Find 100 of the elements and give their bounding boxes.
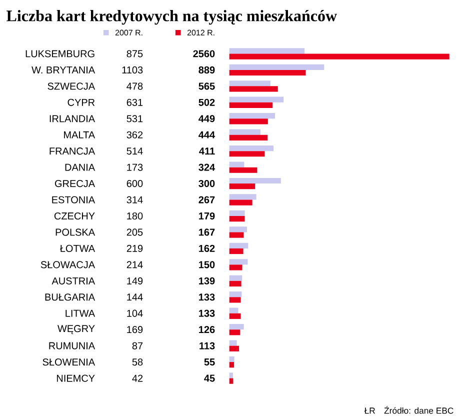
data-label: 1103: [122, 66, 143, 74]
data-label: 565: [198, 82, 215, 90]
data-label: 167: [199, 228, 215, 236]
bar: [229, 184, 256, 190]
text: Źródło: dane EBC: [384, 406, 454, 414]
data-label: 631: [126, 98, 143, 106]
data-label: 219: [126, 244, 143, 252]
bar: [229, 264, 242, 270]
data-label: 169: [127, 326, 143, 334]
bar: [229, 162, 244, 168]
bar: [229, 308, 238, 314]
data-label: 179: [199, 212, 215, 220]
data-label: 875: [126, 50, 143, 58]
data-label: 126: [199, 326, 215, 334]
data-label: 2560: [193, 50, 215, 58]
bar: [229, 280, 242, 286]
data-label: 133: [199, 294, 215, 301]
data-label: 104: [127, 310, 143, 317]
text: ŁR: [364, 408, 375, 414]
bar: [229, 54, 450, 60]
y-tick-label: ESTONIA: [52, 196, 96, 204]
data-label: 87: [132, 342, 143, 350]
bar: [229, 178, 281, 184]
bar: [229, 129, 260, 135]
bar: [229, 259, 248, 265]
data-label: 58: [132, 358, 143, 366]
data-label: 300: [198, 180, 215, 188]
y-tick-label: IRLANDIA: [50, 115, 96, 122]
data-label: 449: [198, 115, 215, 122]
data-label: 444: [198, 131, 215, 138]
data-label: 267: [198, 196, 215, 204]
bar: [229, 324, 244, 330]
bar: [229, 151, 265, 157]
y-tick-label: POLSKA: [56, 228, 96, 236]
data-label: 514: [126, 148, 143, 155]
y-tick-label: DANIA: [65, 164, 96, 171]
data-label: 45: [204, 374, 215, 382]
data-label: 150: [199, 261, 215, 268]
data-label: 55: [204, 358, 215, 366]
y-tick-label: FRANCJA: [50, 148, 96, 155]
bar: [229, 194, 256, 200]
bar: [229, 346, 240, 352]
legend-label: 2007 R.: [115, 30, 142, 36]
bar: [229, 232, 244, 238]
bar: [229, 330, 240, 336]
bar: [229, 96, 284, 102]
y-tick-label: SŁOWENIA: [42, 358, 96, 366]
data-label: 205: [126, 228, 143, 236]
bar: [229, 313, 241, 319]
bar: [229, 200, 252, 206]
y-tick-label: W. BRYTANIA: [32, 66, 96, 74]
bar: [229, 118, 268, 124]
bar: [229, 102, 272, 108]
bar: [229, 275, 242, 281]
data-label: 42: [132, 374, 143, 382]
data-label: 139: [199, 277, 215, 284]
data-label: 144: [127, 294, 143, 301]
bar: [229, 86, 278, 92]
data-label: 889: [198, 66, 215, 74]
bar: [229, 242, 248, 248]
bar: [229, 210, 245, 216]
y-tick-label: GRECJA: [55, 180, 96, 188]
data-label: 531: [126, 115, 143, 122]
bar: [229, 113, 275, 119]
y-tick-label: SZWECJA: [48, 82, 96, 90]
bar: [229, 216, 245, 222]
bar: [229, 297, 241, 303]
y-tick-label: ŁOTWA: [60, 244, 96, 252]
data-label: 149: [127, 277, 143, 284]
y-tick-label: WĘGRY: [58, 325, 95, 334]
y-tick-label: MALTA: [64, 131, 96, 138]
data-label: 314: [126, 196, 143, 204]
data-label: 113: [200, 342, 215, 350]
y-tick-label: LUKSEMBURG: [26, 50, 94, 58]
data-label: 162: [199, 244, 215, 252]
data-label: 214: [126, 261, 143, 268]
legend-label: 2012 R.: [187, 30, 214, 36]
y-tick-label: AUSTRIA: [52, 277, 96, 284]
y-tick-label: BUŁGARIA: [45, 294, 96, 301]
bar: [229, 372, 233, 378]
bar: [229, 80, 270, 86]
data-label: 502: [198, 98, 215, 106]
bar: [229, 145, 274, 152]
bar: [229, 356, 234, 362]
data-label: 180: [127, 212, 143, 220]
bar: [229, 134, 268, 140]
y-tick-label: CZECHY: [54, 212, 95, 220]
bar: [229, 248, 244, 254]
bar: [229, 167, 258, 173]
bar: [229, 340, 237, 346]
bar: [229, 64, 324, 70]
y-tick-label: CYPR: [68, 98, 95, 106]
bar: [229, 226, 247, 232]
bar: [229, 362, 234, 368]
data-label: 411: [199, 148, 215, 155]
y-tick-label: RUMUNIA: [49, 342, 96, 350]
chart-title: Liczba kart kredytowych na tysiąc mieszkańców: [6, 10, 337, 25]
y-tick-label: SŁOWACJA: [40, 261, 96, 268]
data-label: 362: [126, 131, 143, 138]
data-label: 173: [127, 164, 143, 171]
